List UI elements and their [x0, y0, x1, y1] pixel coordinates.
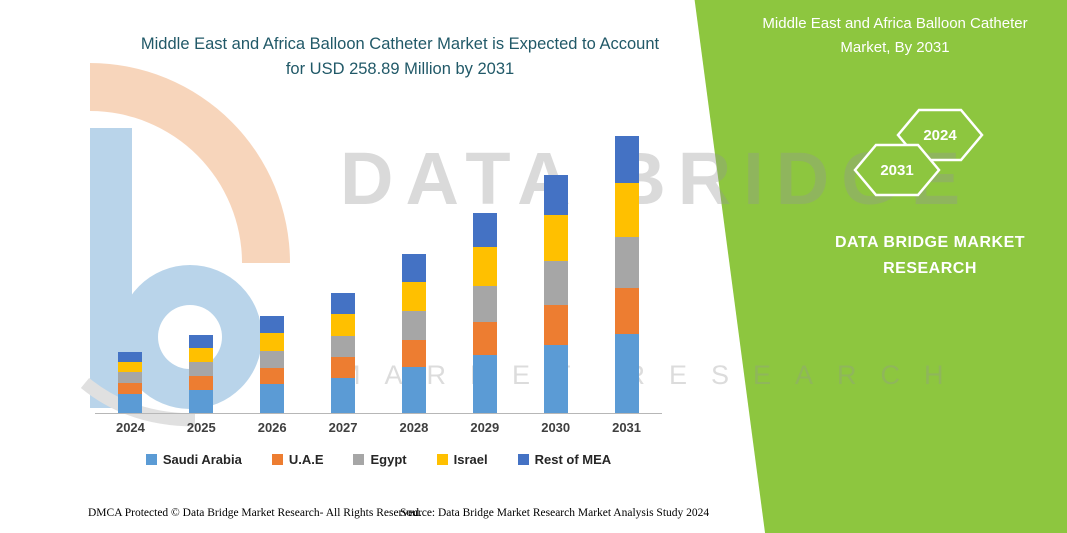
chart-title-line1: Middle East and Africa Balloon Catheter … [140, 35, 660, 53]
banner-title-line2: Market, By 2031 [840, 39, 950, 56]
chart-title: Middle East and Africa Balloon Catheter … [70, 32, 730, 82]
bar-segment-egypt-2029 [472, 285, 497, 323]
legend-item-saudi-arabia: Saudi Arabia [145, 452, 242, 467]
bar-segment-u-a-e-2024 [118, 383, 143, 394]
bar-segment-saudi-arabia-2031 [614, 333, 639, 413]
bar-segment-egypt-2030 [543, 261, 568, 306]
bar-column-2031 [591, 135, 662, 413]
banner-title-line1: Middle East and Africa Balloon Catheter [762, 15, 1028, 32]
bar-column-2026 [237, 135, 308, 413]
x-tick-2031: 2031 [612, 420, 642, 435]
brand-line1: DATA BRIDGE MARKET [834, 234, 1026, 251]
bar-segment-u-a-e-2028 [401, 340, 426, 367]
bar-segment-rest-of-mea-2027 [331, 293, 356, 314]
legend-swatch-u-a-e [271, 454, 283, 465]
legend-swatch-rest-of-mea [517, 454, 529, 465]
bar-segment-rest-of-mea-2028 [401, 253, 426, 282]
x-axis-line [95, 413, 662, 414]
footer-dmca-text: DMCA Protected © Data Bridge Market Rese… [88, 507, 422, 519]
bar-column-2025 [166, 135, 237, 413]
legend-item-u-a-e: U.A.E [271, 452, 324, 467]
legend-label-israel: Israel [453, 452, 488, 467]
bar-segment-israel-2026 [260, 332, 285, 352]
brand-line2: RESEARCH [883, 260, 977, 278]
bar-segment-egypt-2028 [401, 311, 426, 341]
bar-segment-israel-2030 [543, 215, 568, 262]
bar-segment-saudi-arabia-2026 [260, 384, 285, 413]
bar-segment-saudi-arabia-2030 [543, 344, 568, 413]
bar-segment-israel-2027 [331, 313, 356, 337]
banner-title: Middle East and Africa Balloon Catheter … [745, 12, 1045, 60]
bar-segment-rest-of-mea-2025 [189, 335, 214, 348]
x-tick-2026: 2026 [257, 420, 287, 435]
bar-segment-u-a-e-2031 [614, 287, 639, 334]
bar-column-2028 [379, 135, 450, 413]
logo-orange-arc [90, 63, 290, 263]
hexagon-2031-label: 2031 [880, 162, 913, 179]
x-tick-2025: 2025 [186, 420, 216, 435]
chart-legend: Saudi Arabia U.A.E Egypt Israel Rest of MEA [95, 452, 662, 467]
bar-segment-israel-2025 [189, 347, 214, 362]
bar-segment-rest-of-mea-2031 [614, 136, 639, 184]
bar-column-2024 [95, 135, 166, 413]
bar-segment-u-a-e-2027 [331, 357, 356, 378]
bar-segment-egypt-2024 [118, 372, 143, 384]
bar-segment-saudi-arabia-2028 [401, 367, 426, 413]
year-hexagons: 2024 2031 [853, 108, 984, 197]
brand-text: DATA BRIDGE MARKET RESEARCH [800, 230, 1060, 283]
bar-segment-u-a-e-2030 [543, 305, 568, 345]
chart-title-line2: for USD 258.89 Million by 2031 [285, 59, 515, 78]
bar-segment-u-a-e-2025 [189, 375, 214, 390]
legend-item-rest-of-mea: Rest of MEA [517, 452, 612, 467]
legend-item-egypt: Egypt [353, 452, 407, 467]
x-tick-2028: 2028 [399, 420, 429, 435]
hexagon-2031 [853, 143, 941, 197]
bar-segment-saudi-arabia-2025 [189, 389, 214, 413]
x-tick-2029: 2029 [470, 420, 500, 435]
x-tick-2024: 2024 [115, 420, 145, 435]
legend-label-u-a-e: U.A.E [288, 452, 324, 467]
bar-segment-egypt-2025 [189, 361, 214, 376]
bar-segment-egypt-2027 [331, 336, 356, 358]
bar-column-2030 [520, 135, 591, 413]
bar-segment-saudi-arabia-2029 [472, 355, 497, 413]
bar-segment-u-a-e-2026 [260, 368, 285, 385]
bar-chart [95, 135, 662, 413]
legend-label-egypt: Egypt [370, 452, 407, 467]
bar-segment-egypt-2031 [614, 236, 639, 288]
bar-segment-egypt-2026 [260, 351, 285, 369]
bar-segment-israel-2029 [472, 247, 497, 286]
bar-segment-rest-of-mea-2029 [472, 213, 497, 248]
bar-column-2029 [449, 135, 520, 413]
bar-segment-rest-of-mea-2030 [543, 174, 568, 216]
watermark-data-bridge: DATA BRIDGE [340, 137, 973, 220]
bar-segment-rest-of-mea-2024 [118, 352, 143, 362]
bar-segment-israel-2031 [614, 183, 639, 237]
x-tick-2027: 2027 [328, 420, 358, 435]
legend-label-rest-of-mea: Rest of MEA [534, 452, 612, 467]
bar-segment-u-a-e-2029 [472, 322, 497, 356]
legend-swatch-egypt [353, 454, 365, 465]
legend-item-israel: Israel [436, 452, 488, 467]
bar-segment-saudi-arabia-2024 [118, 393, 143, 413]
watermark-market-research: MARKET RESEARCH [338, 360, 968, 390]
bar-segment-israel-2028 [401, 281, 426, 312]
legend-swatch-israel [436, 454, 448, 465]
x-axis-labels: 2024 2025 2026 2027 2028 2029 2030 2031 [95, 420, 662, 435]
footer-source-text: Source: Data Bridge Market Research Mark… [400, 507, 710, 519]
legend-label-saudi-arabia: Saudi Arabia [162, 452, 242, 467]
bar-column-2027 [308, 135, 379, 413]
legend-swatch-saudi-arabia [145, 454, 157, 465]
hexagon-2024-label: 2024 [923, 127, 957, 144]
bar-segment-rest-of-mea-2026 [260, 315, 285, 333]
bar-segment-israel-2024 [118, 361, 143, 373]
x-tick-2030: 2030 [541, 420, 571, 435]
bar-segment-saudi-arabia-2027 [331, 377, 356, 413]
